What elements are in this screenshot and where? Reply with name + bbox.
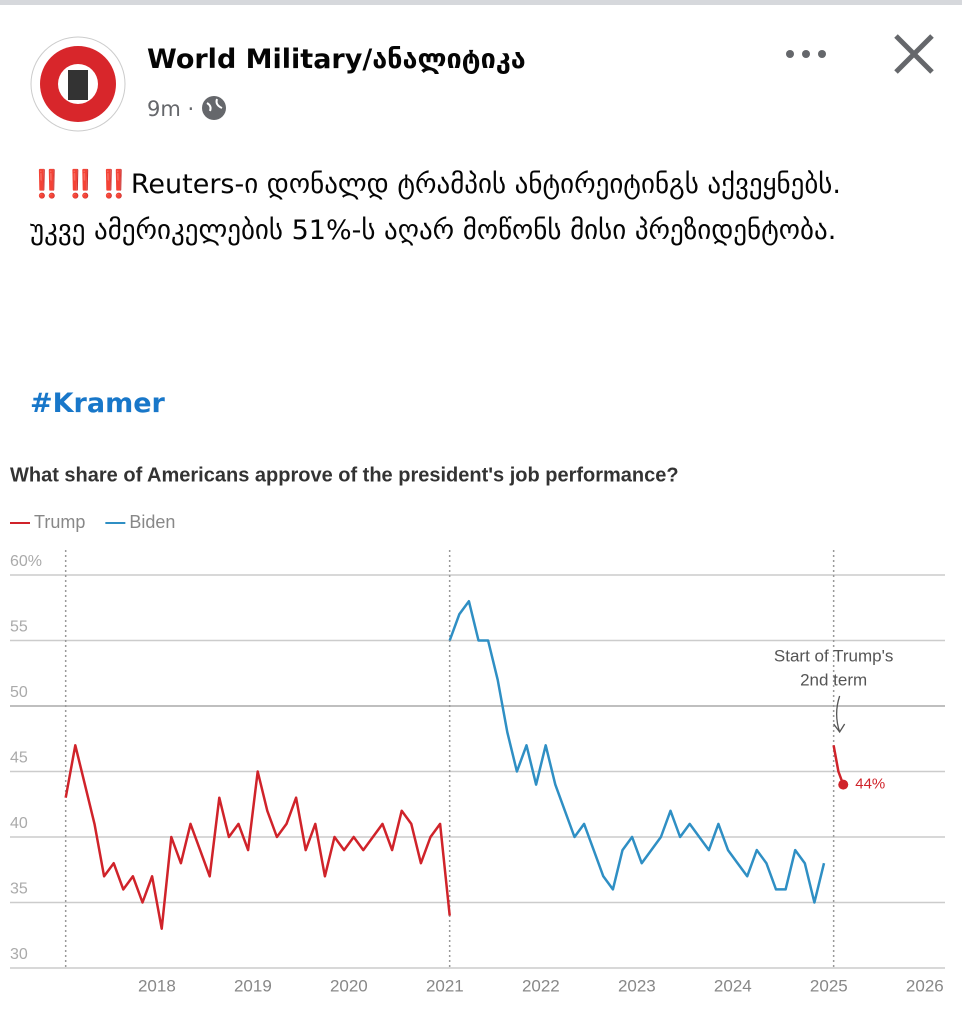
x-tick-label: 2025 <box>810 976 848 995</box>
y-tick-label: 40 <box>10 815 28 832</box>
author[interactable]: World Military/ანალიტიკა <box>147 44 526 75</box>
y-tick-label: 35 <box>10 881 28 898</box>
close-button[interactable] <box>892 32 936 76</box>
avatar[interactable] <box>30 36 126 132</box>
x-tick-label: 2026 <box>906 976 944 995</box>
x-tick-label: 2024 <box>714 976 752 995</box>
post-text: ‼️‼️‼️Reuters-ი დონალდ ტრამპის ანტირეიტი… <box>30 162 930 254</box>
legend-label: Biden <box>129 512 175 532</box>
y-tick-label: 60% <box>10 553 42 570</box>
top-bar <box>0 0 962 5</box>
chart: What share of Americans approve of the p… <box>10 464 945 995</box>
annotation: Start of Trump's <box>774 646 893 665</box>
x-tick-label: 2020 <box>330 976 368 995</box>
x-tick-label: 2019 <box>234 976 272 995</box>
paragraph: უკვე ამერიკელების 51%-ს აღარ მოწონს მისი… <box>30 215 837 246</box>
y-tick-label: 45 <box>10 750 28 767</box>
chart-title: What share of Americans approve of the p… <box>10 464 679 486</box>
annotation-arrow <box>833 695 846 734</box>
legend-label: Trump <box>34 512 85 532</box>
hashtag[interactable]: #Kramer <box>30 388 165 419</box>
x-tick-label: 2021 <box>426 976 464 995</box>
x-tick-label: 2023 <box>618 976 656 995</box>
y-tick-label: 50 <box>10 684 28 701</box>
post-time: 9m · <box>147 95 227 121</box>
y-tick-label: 30 <box>10 946 28 963</box>
end-dot <box>838 779 849 790</box>
paragraph: ‼️‼️‼️Reuters-ი დონალდ ტრამპის ანტირეიტი… <box>30 169 841 200</box>
x-tick-label: 2018 <box>138 976 176 995</box>
more-button[interactable] <box>782 42 830 66</box>
annotation: 2nd term <box>800 670 867 689</box>
value-label: 44% <box>855 776 885 793</box>
globe-icon <box>201 96 226 120</box>
y-tick-label: 55 <box>10 619 28 636</box>
time: 9m <box>147 97 181 121</box>
line <box>448 599 826 904</box>
x-tick-label: 2022 <box>522 976 560 995</box>
